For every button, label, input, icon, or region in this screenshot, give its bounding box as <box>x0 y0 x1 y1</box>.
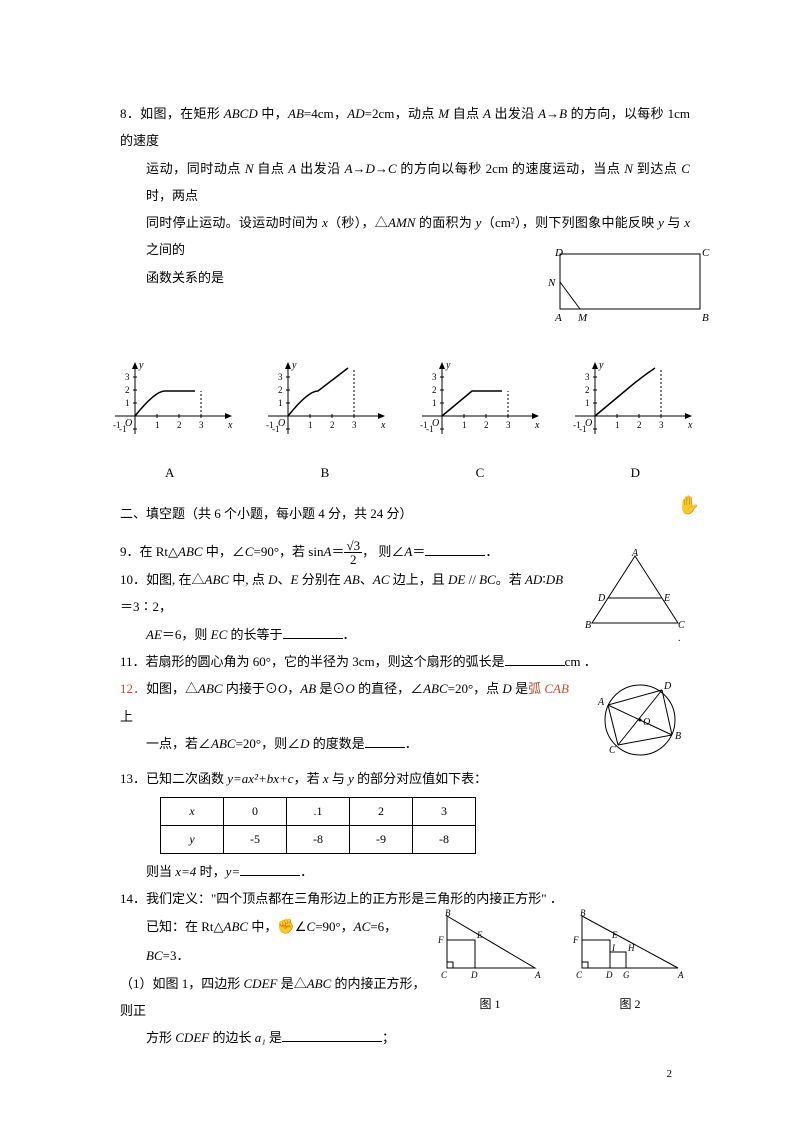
svg-text:x: x <box>380 420 386 431</box>
q12-circle-figure: A D O C B <box>590 675 690 765</box>
svg-text:2: 2 <box>637 420 642 430</box>
svg-text:A: A <box>631 548 639 559</box>
q13-blank[interactable] <box>240 862 300 876</box>
svg-text:-1: -1 <box>266 420 274 430</box>
option-d-label: D <box>631 459 640 486</box>
svg-text:1: 1 <box>432 398 437 408</box>
q9-blank[interactable] <box>425 542 485 556</box>
svg-text:1: 1 <box>125 398 130 408</box>
q12-blank[interactable] <box>365 734 405 748</box>
section-2-header: 二、填空题（共 6 个小题，每小题 4 分，共 24 分） <box>120 500 690 527</box>
svg-text:N: N <box>547 277 556 289</box>
page-number: 2 <box>667 1068 673 1080</box>
svg-text:C: C <box>609 745 616 756</box>
graph-c: y x O 123-1123-1 <box>417 356 547 451</box>
svg-text:D: D <box>597 593 606 604</box>
option-c-label: C <box>476 459 485 486</box>
svg-text:y: y <box>291 360 297 371</box>
svg-text:A: A <box>554 312 562 324</box>
svg-text:B: B <box>585 620 591 631</box>
q8-rectangle-figure: D C N A M B <box>540 244 720 334</box>
svg-text:y: y <box>138 360 144 371</box>
svg-text:C: C <box>441 970 448 980</box>
svg-text:2: 2 <box>484 420 489 430</box>
q10-blank[interactable] <box>283 625 343 639</box>
graph-d: y x O 123-1123-1 <box>570 356 700 451</box>
svg-text:3: 3 <box>585 372 590 382</box>
q10-triangle-figure: A D E B C . <box>580 548 690 643</box>
graph-a: y x O 123-1123-1 <box>110 356 240 451</box>
svg-text:3: 3 <box>278 372 283 382</box>
graph-b: y x O 123-1123-1 <box>263 356 393 451</box>
svg-text:A: A <box>677 970 684 980</box>
svg-text:3: 3 <box>432 372 437 382</box>
question-8: 8．如图，在矩形 ABCD 中，AB=4cm，AD=2cm，动点 M 自点 A … <box>120 100 690 291</box>
svg-text:E: E <box>476 930 483 940</box>
svg-text:1: 1 <box>615 420 620 430</box>
svg-text:3: 3 <box>199 420 204 430</box>
hand-cursor-icon: ✋ <box>678 487 700 525</box>
svg-text:x: x <box>687 420 693 431</box>
svg-text:2: 2 <box>177 420 182 430</box>
svg-text:E: E <box>611 930 618 940</box>
svg-text:y: y <box>445 360 451 371</box>
q13-data-table: x 0 .1 2 3 y -5 -8 -9 -8 <box>160 797 476 854</box>
svg-text:1: 1 <box>278 398 283 408</box>
q14-blank[interactable] <box>282 1028 382 1042</box>
q8-option-labels: A B C D <box>120 459 690 486</box>
svg-text:2: 2 <box>432 385 437 395</box>
svg-text:D: D <box>663 681 672 692</box>
q14-figure-1: B F E C D A <box>435 908 545 983</box>
svg-text:F: F <box>437 935 444 945</box>
svg-text:1: 1 <box>155 420 160 430</box>
svg-text:1: 1 <box>462 420 467 430</box>
svg-text:G: G <box>623 970 630 980</box>
svg-text:1: 1 <box>308 420 313 430</box>
svg-text:3: 3 <box>352 420 357 430</box>
svg-text:B: B <box>675 731 681 742</box>
svg-text:A: A <box>534 970 541 980</box>
option-b-label: B <box>321 459 330 486</box>
question-13: 13．已知二次函数 y=ax²+bx+c，若 x 与 y 的部分对应值如下表： … <box>120 765 690 885</box>
svg-text:2: 2 <box>278 385 283 395</box>
q8-option-graphs: y x O 123-1123-1 y x O 123-1123-1 y x O … <box>110 356 700 451</box>
svg-text:E: E <box>663 593 670 604</box>
svg-text:B: B <box>445 908 451 918</box>
svg-text:A: A <box>597 697 605 708</box>
svg-text:1: 1 <box>585 398 590 408</box>
question-11: 11．若扇形的圆心角为 60°，它的半径为 3cm，则这个扇形的弧长是cm ． <box>120 648 690 675</box>
svg-text:F: F <box>572 935 579 945</box>
svg-text:3: 3 <box>506 420 511 430</box>
svg-text:C: C <box>702 247 710 259</box>
svg-text:2: 2 <box>330 420 335 430</box>
svg-text:2: 2 <box>125 385 130 395</box>
svg-text:C: C <box>678 620 685 631</box>
svg-text:M: M <box>577 312 588 324</box>
svg-text:3: 3 <box>125 372 130 382</box>
svg-text:3: 3 <box>659 420 664 430</box>
hand-cursor-icon-2: ✊ <box>277 913 294 942</box>
q14-figure-2: B F E I H C D G A <box>570 908 690 983</box>
svg-text:O: O <box>643 717 650 728</box>
q11-blank[interactable] <box>505 652 565 666</box>
svg-text:D: D <box>554 247 563 259</box>
svg-text:B: B <box>702 312 709 324</box>
svg-text:-1: -1 <box>573 420 581 430</box>
svg-text:x: x <box>227 420 233 431</box>
svg-text:x: x <box>534 420 540 431</box>
svg-text:D: D <box>470 970 478 980</box>
svg-text:B: B <box>580 908 586 918</box>
question-14: 14．我们定义："四个顶点都在三角形边上的正方形是三角形的内接正方形" ． B … <box>120 885 690 1051</box>
svg-text:-1: -1 <box>420 420 428 430</box>
svg-text:-1: -1 <box>113 420 121 430</box>
svg-text:2: 2 <box>585 385 590 395</box>
svg-text:H: H <box>627 943 635 953</box>
svg-text:D: D <box>605 970 613 980</box>
option-a-label: A <box>165 459 174 486</box>
svg-text:y: y <box>598 360 604 371</box>
svg-text:.: . <box>678 633 681 643</box>
svg-text:C: C <box>576 970 583 980</box>
